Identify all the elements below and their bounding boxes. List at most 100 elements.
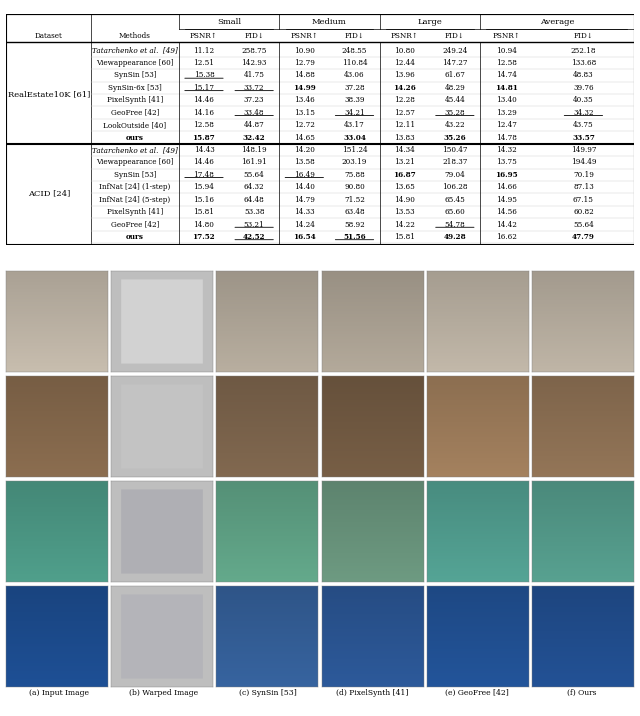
Text: Methods: Methods	[119, 32, 151, 39]
Text: (c) SynSin [53]: (c) SynSin [53]	[239, 689, 296, 697]
Text: 248.55: 248.55	[342, 47, 367, 54]
Text: 70.19: 70.19	[573, 171, 594, 179]
Text: 15.94: 15.94	[193, 183, 214, 191]
Text: 14.22: 14.22	[394, 221, 415, 228]
Text: SynSin [53]: SynSin [53]	[114, 171, 156, 179]
Text: 13.96: 13.96	[394, 72, 415, 79]
Text: 13.40: 13.40	[496, 96, 517, 105]
Text: 194.49: 194.49	[571, 158, 596, 166]
Text: Viewappearance [60]: Viewappearance [60]	[96, 158, 173, 166]
Text: 60.82: 60.82	[573, 208, 594, 216]
Text: 161.91: 161.91	[241, 158, 267, 166]
Text: 12.28: 12.28	[394, 96, 415, 105]
Text: 12.58: 12.58	[193, 121, 214, 129]
Text: 43.75: 43.75	[573, 121, 594, 129]
Text: 258.75: 258.75	[241, 47, 267, 54]
Text: 15.81: 15.81	[193, 208, 214, 216]
Text: Tatarchenko et al.  [49]: Tatarchenko et al. [49]	[92, 146, 178, 154]
Text: 151.24: 151.24	[342, 146, 367, 154]
Text: 14.20: 14.20	[294, 146, 315, 154]
Text: PSNR↑: PSNR↑	[190, 32, 218, 39]
Text: 58.92: 58.92	[344, 221, 365, 228]
Text: Dataset: Dataset	[35, 32, 63, 39]
Text: 13.21: 13.21	[394, 158, 415, 166]
Text: 12.57: 12.57	[394, 109, 415, 117]
Text: 249.24: 249.24	[442, 47, 468, 54]
Text: PSNR↑: PSNR↑	[291, 32, 318, 39]
Text: GeoFree [42]: GeoFree [42]	[111, 109, 159, 117]
Text: 33.72: 33.72	[244, 84, 264, 92]
Text: 13.83: 13.83	[394, 134, 415, 142]
Text: InfNat [24] (1-step): InfNat [24] (1-step)	[99, 183, 171, 191]
Text: 43.17: 43.17	[344, 121, 365, 129]
Text: 87.13: 87.13	[573, 183, 594, 191]
Text: 14.81: 14.81	[495, 84, 518, 92]
Text: (d) PixelSynth [41]: (d) PixelSynth [41]	[336, 689, 408, 697]
Text: 12.58: 12.58	[496, 59, 517, 67]
Text: 14.74: 14.74	[496, 72, 517, 79]
Text: 14.95: 14.95	[496, 195, 517, 203]
Text: 218.37: 218.37	[442, 158, 468, 166]
Text: Medium: Medium	[312, 18, 347, 26]
Text: 148.19: 148.19	[241, 146, 267, 154]
Text: Viewappearance [60]: Viewappearance [60]	[96, 59, 173, 67]
Text: 10.80: 10.80	[394, 47, 415, 54]
Text: 147.27: 147.27	[442, 59, 468, 67]
Text: Small: Small	[217, 18, 241, 26]
Text: 14.90: 14.90	[394, 195, 415, 203]
Text: (b) Warped Image: (b) Warped Image	[129, 689, 198, 697]
Text: 110.84: 110.84	[342, 59, 367, 67]
Text: 16.54: 16.54	[293, 233, 316, 241]
Text: 11.12: 11.12	[193, 47, 214, 54]
Text: 12.47: 12.47	[496, 121, 517, 129]
FancyBboxPatch shape	[6, 14, 634, 246]
Text: 34.32: 34.32	[573, 109, 594, 117]
Text: RealEstate10K [61]: RealEstate10K [61]	[8, 90, 90, 98]
Text: 55.64: 55.64	[244, 171, 264, 179]
Text: 14.43: 14.43	[193, 146, 214, 154]
Text: 17.52: 17.52	[193, 233, 215, 241]
Text: PixelSynth [41]: PixelSynth [41]	[107, 208, 163, 216]
Text: 12.79: 12.79	[294, 59, 315, 67]
Text: 17.48: 17.48	[193, 171, 214, 179]
Text: Large: Large	[417, 18, 442, 26]
Text: 15.16: 15.16	[193, 195, 214, 203]
Text: 203.19: 203.19	[342, 158, 367, 166]
Text: 14.40: 14.40	[294, 183, 315, 191]
Text: ours: ours	[126, 134, 144, 142]
Text: 106.28: 106.28	[442, 183, 468, 191]
Text: 64.32: 64.32	[244, 183, 264, 191]
Text: 90.80: 90.80	[344, 183, 365, 191]
Text: 33.48: 33.48	[244, 109, 264, 117]
Text: FID↓: FID↓	[344, 32, 364, 39]
Text: 71.52: 71.52	[344, 195, 365, 203]
Text: 67.15: 67.15	[573, 195, 594, 203]
Text: 15.81: 15.81	[394, 233, 415, 241]
Text: 13.46: 13.46	[294, 96, 315, 105]
Text: 40.35: 40.35	[573, 96, 594, 105]
Text: 65.60: 65.60	[444, 208, 465, 216]
Text: FID↓: FID↓	[573, 32, 593, 39]
Text: 14.16: 14.16	[193, 109, 214, 117]
Text: 14.88: 14.88	[294, 72, 315, 79]
Text: PSNR↑: PSNR↑	[493, 32, 520, 39]
Text: 53.38: 53.38	[244, 208, 264, 216]
Text: FID↓: FID↓	[244, 32, 264, 39]
Text: 12.11: 12.11	[394, 121, 415, 129]
Text: 150.47: 150.47	[442, 146, 468, 154]
Text: Average: Average	[540, 18, 574, 26]
Text: SynSin-6x [53]: SynSin-6x [53]	[108, 84, 162, 92]
Text: 33.57: 33.57	[572, 134, 595, 142]
Text: 13.29: 13.29	[496, 109, 517, 117]
Text: 14.65: 14.65	[294, 134, 315, 142]
Text: 142.93: 142.93	[241, 59, 267, 67]
Text: (e) GeoFree [42]: (e) GeoFree [42]	[445, 689, 509, 697]
Text: 13.15: 13.15	[294, 109, 315, 117]
Text: 13.58: 13.58	[294, 158, 315, 166]
Text: 16.49: 16.49	[294, 171, 315, 179]
Text: 35.28: 35.28	[445, 109, 465, 117]
Text: 45.44: 45.44	[444, 96, 465, 105]
Text: 64.48: 64.48	[244, 195, 264, 203]
Text: 37.28: 37.28	[344, 84, 365, 92]
Text: 65.45: 65.45	[444, 195, 465, 203]
